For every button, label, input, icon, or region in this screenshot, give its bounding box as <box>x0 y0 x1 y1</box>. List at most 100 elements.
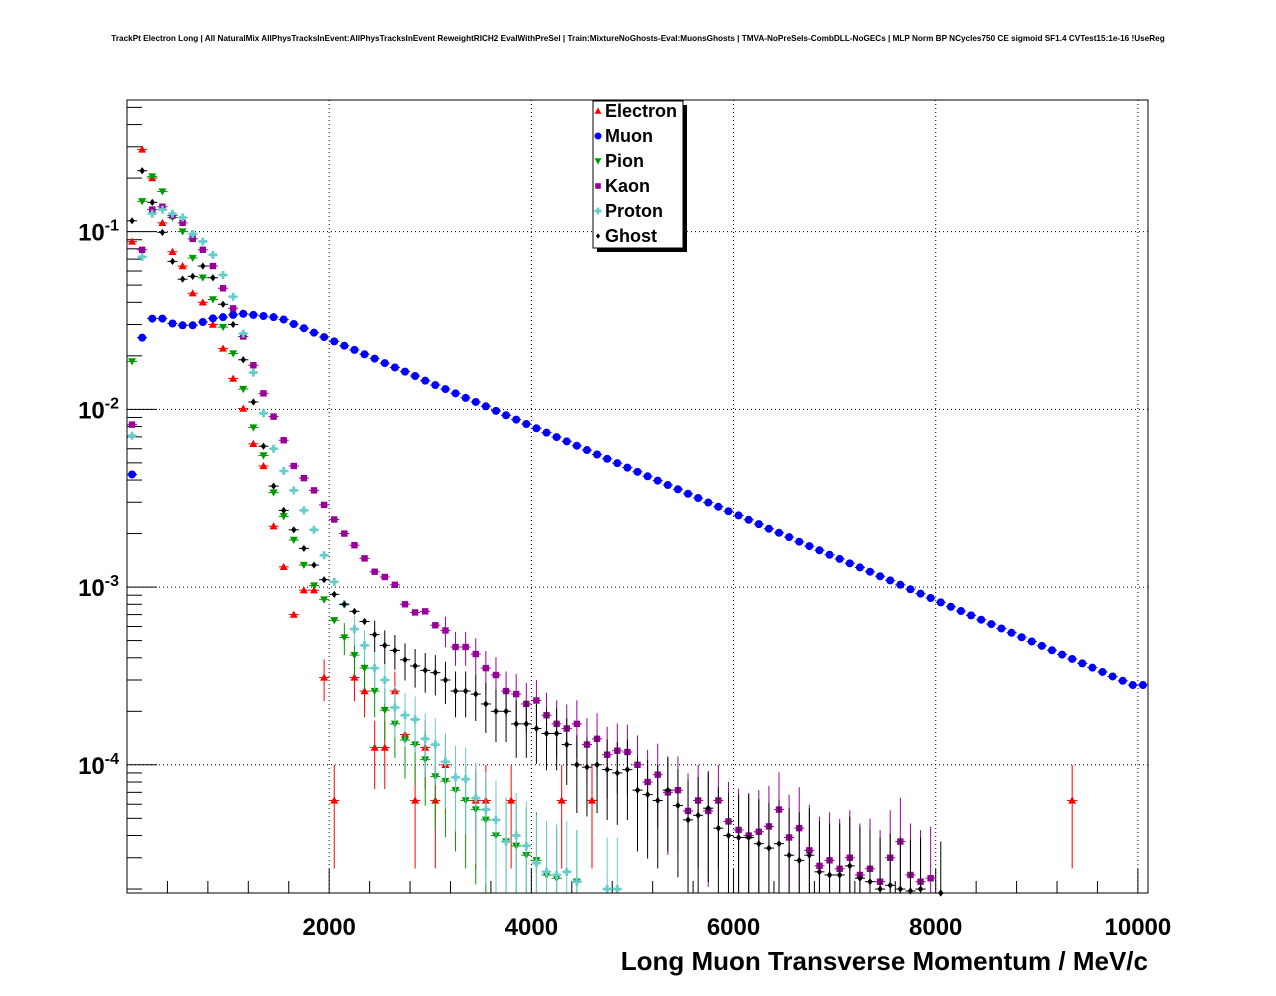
electron-point <box>268 522 279 530</box>
muon-point <box>268 313 279 322</box>
legend-label-ghost: Ghost <box>605 226 657 246</box>
proton-point <box>602 837 613 894</box>
ghost-point <box>450 671 461 718</box>
ghost-point <box>804 808 815 893</box>
muon-point <box>167 319 178 328</box>
proton-point <box>157 205 168 214</box>
kaon-point <box>197 246 208 253</box>
electron-point <box>127 237 138 245</box>
pion-point <box>319 596 330 604</box>
proton-point <box>541 821 552 893</box>
legend-label-pion: Pion <box>605 151 644 171</box>
muon-point <box>592 450 603 459</box>
pion-point <box>217 323 229 332</box>
electron-point <box>278 562 289 571</box>
legend-label-kaon: Kaon <box>605 176 650 196</box>
muon-point <box>976 615 987 624</box>
ghost-point <box>359 617 370 626</box>
ghost-point <box>824 823 835 893</box>
ghost-point <box>864 830 876 893</box>
muon-point <box>349 345 360 354</box>
electron-point <box>238 404 249 412</box>
electron-point <box>329 764 340 869</box>
muon-point <box>743 515 754 524</box>
pion-point <box>197 274 208 282</box>
muon-point <box>1057 650 1068 659</box>
proton-point <box>349 615 360 646</box>
muon-point <box>652 476 663 485</box>
kaon-point <box>399 601 411 608</box>
pion-point <box>238 385 249 394</box>
proton-point <box>298 506 309 515</box>
kaon-point <box>369 568 380 575</box>
muon-point <box>501 411 512 420</box>
kaon-point <box>228 305 239 312</box>
muon-point <box>1067 654 1078 663</box>
electron-legend-marker <box>594 107 602 114</box>
proton-point <box>450 745 461 832</box>
kaon-point <box>420 608 431 615</box>
kaon-point <box>430 622 441 629</box>
ghost-point <box>228 320 239 329</box>
ghost-point <box>713 787 724 893</box>
proton-point <box>440 732 451 809</box>
ghost-point <box>682 780 694 893</box>
ghost-point <box>875 837 886 893</box>
proton-legend-marker <box>594 207 602 215</box>
electron-point <box>319 659 330 702</box>
muon-point <box>844 559 855 568</box>
muon-point <box>248 310 259 319</box>
proton-point <box>470 762 481 865</box>
pion-point <box>187 254 198 263</box>
electron-point <box>288 610 299 618</box>
ghost-point <box>632 756 643 852</box>
proton-point <box>430 718 441 785</box>
muon-point <box>551 433 562 442</box>
muon-point <box>622 463 633 472</box>
ghost-point <box>541 708 552 771</box>
electron-point <box>157 218 168 227</box>
muon-point <box>511 415 522 424</box>
ghost-point <box>652 764 663 869</box>
kaon-point <box>278 437 289 444</box>
muon-point <box>854 563 865 572</box>
ghost-point <box>157 228 168 236</box>
muon-point <box>632 467 643 476</box>
ghost-point <box>592 735 603 814</box>
tick-labels: 2000 4000 6000 8000 10000 10-1 10-2 10-3 10-4 <box>78 218 1171 941</box>
proton-point <box>389 686 400 738</box>
kaon-point <box>137 246 148 253</box>
kaon-point <box>248 362 259 369</box>
muon-point <box>329 337 340 346</box>
axis-ticks <box>127 106 1139 893</box>
muon-point <box>713 502 724 511</box>
proton-point <box>187 229 198 238</box>
ghost-point <box>207 274 218 282</box>
proton-point <box>217 270 229 279</box>
legend-label-electron: Electron <box>605 101 677 121</box>
proton-point <box>399 692 411 748</box>
proton-point <box>167 209 178 218</box>
muon-point <box>1077 659 1088 668</box>
muon-point <box>672 485 683 494</box>
proton-point <box>531 814 542 893</box>
muon-point <box>369 354 380 363</box>
muon-point <box>147 314 158 323</box>
ghost-point <box>197 262 208 270</box>
proton-point <box>460 747 471 835</box>
muon-point <box>753 520 764 529</box>
muon-point <box>359 350 370 359</box>
proton-point <box>278 466 289 475</box>
proton-point <box>359 630 370 664</box>
proton-point <box>521 801 532 893</box>
ghost-point <box>693 776 704 893</box>
muon-point <box>1097 667 1108 676</box>
proton-point <box>379 661 390 705</box>
pion-point <box>207 296 218 304</box>
ghost-point <box>268 482 279 490</box>
muon-point <box>834 554 845 563</box>
ghost-point <box>763 802 774 893</box>
muon-point <box>682 489 694 498</box>
muon-point <box>288 320 299 329</box>
ghost-point <box>167 257 178 265</box>
